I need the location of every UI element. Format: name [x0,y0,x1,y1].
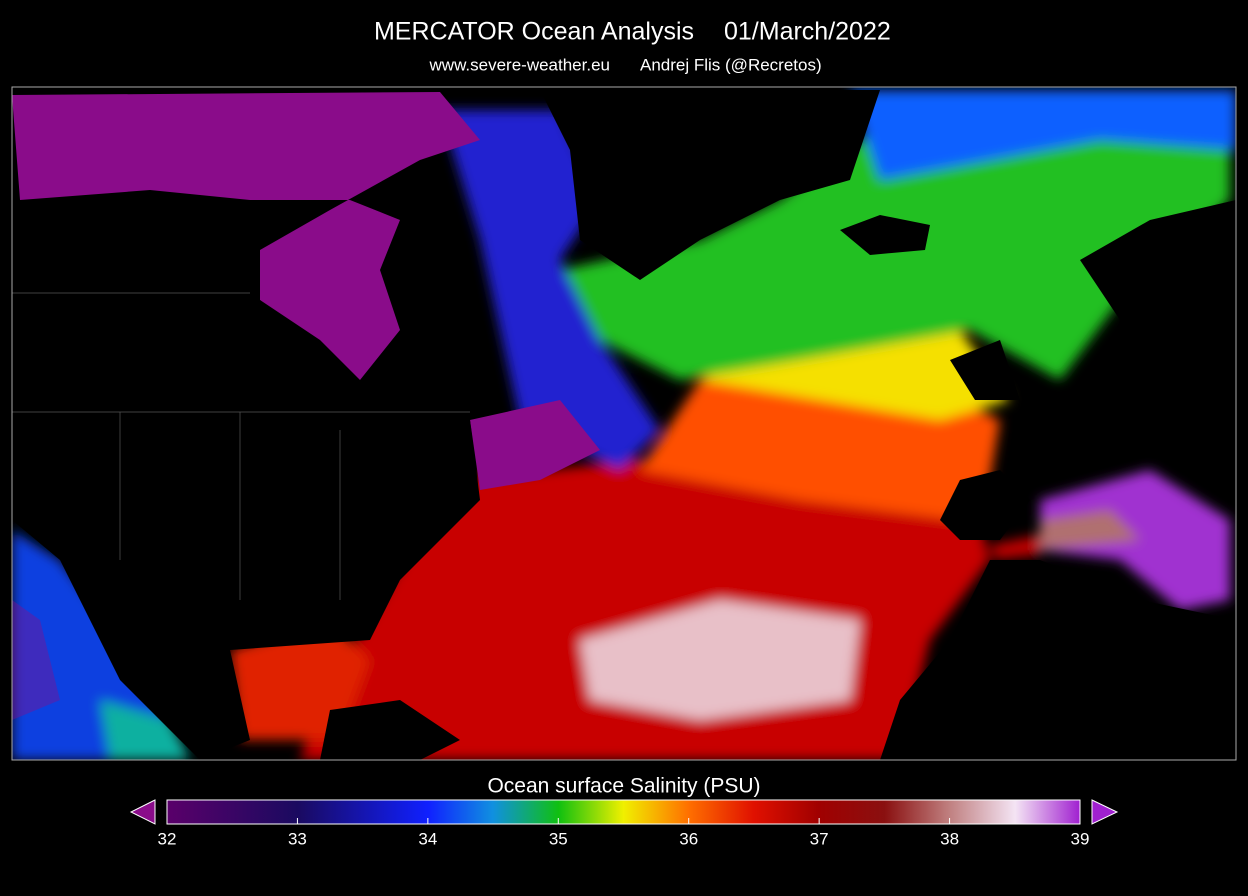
colorbar-tick-label: 32 [158,829,177,848]
colorbar-over-arrow [1091,799,1119,825]
colorbar-tick-label: 39 [1071,829,1090,848]
title: MERCATOR Ocean Analysis [374,18,694,46]
colorbar-tick-label: 38 [940,829,959,848]
colorbar-label: Ocean surface Salinity (PSU) [487,775,760,798]
date: 01/March/2022 [724,18,891,46]
colorbar-tick-label: 34 [418,829,437,848]
colorbar [166,799,1081,825]
website: www.severe-weather.eu [429,55,610,74]
colorbar-tick-label: 33 [288,829,307,848]
colorbar-tick-label: 37 [810,829,829,848]
colorbar-tick-label: 36 [679,829,698,848]
author: Andrej Flis (@Recretos) [640,55,822,74]
salinity-map [12,87,1236,760]
colorbar-under-arrow [129,799,156,825]
colorbar-ticks: 32 33 34 35 36 37 38 39 [158,818,1090,848]
map-frame [11,86,1237,761]
colorbar-tick-label: 35 [549,829,568,848]
